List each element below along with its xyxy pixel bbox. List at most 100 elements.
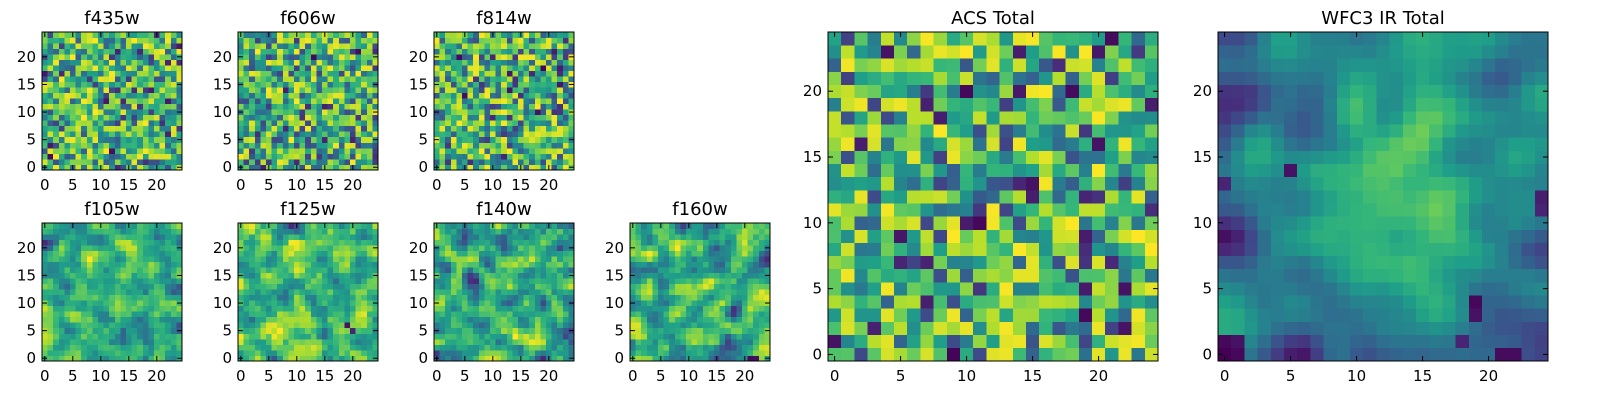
heatmap-cell — [322, 142, 328, 149]
heatmap-cell — [109, 32, 116, 38]
heatmap-cell — [523, 114, 530, 121]
heatmap-cell — [288, 228, 295, 235]
heatmap-cell — [254, 327, 261, 334]
heatmap-cell — [316, 32, 323, 38]
heatmap-cell — [310, 114, 317, 121]
heatmap-cell — [669, 272, 676, 279]
heatmap-cell — [126, 70, 132, 77]
heatmap-cell — [142, 136, 149, 143]
heatmap-cell — [523, 103, 530, 110]
heatmap-cell — [518, 76, 524, 83]
heatmap-cell — [238, 311, 244, 318]
heatmap-cell — [344, 37, 351, 44]
heatmap-cell — [305, 70, 312, 77]
heatmap-cell — [973, 163, 987, 178]
heatmap-cell — [361, 87, 368, 94]
heatmap-cell — [450, 316, 457, 323]
heatmap-cell — [271, 136, 278, 143]
heatmap-cell — [137, 65, 144, 71]
heatmap-cell — [1144, 308, 1159, 322]
heatmap-cell — [450, 355, 457, 362]
heatmap-cell — [742, 272, 748, 279]
heatmap-cell — [243, 261, 250, 268]
heatmap-cell — [277, 267, 284, 274]
heatmap-cell — [736, 289, 743, 296]
heatmap-cell — [338, 278, 345, 285]
heatmap-cell — [92, 37, 99, 44]
heatmap-cell — [445, 59, 452, 66]
heatmap-cell — [495, 300, 502, 307]
heatmap-cell — [490, 228, 496, 235]
heatmap-cell — [260, 153, 267, 160]
heatmap-cell — [652, 300, 659, 307]
heatmap-cell — [1039, 334, 1053, 349]
heatmap-cell — [154, 65, 160, 71]
heatmap-cell — [98, 250, 104, 257]
heatmap-cell — [126, 322, 132, 329]
heatmap-cell — [170, 142, 177, 149]
heatmap-cell — [327, 70, 334, 77]
heatmap-cell — [271, 267, 278, 274]
heatmap-cell — [1052, 268, 1066, 283]
heatmap-cells — [238, 32, 379, 171]
heatmap-cell — [249, 223, 256, 229]
heatmap-cell — [75, 333, 82, 340]
heatmap-cell — [534, 131, 541, 138]
heatmap-cell — [109, 70, 116, 77]
heatmap-cell — [92, 316, 99, 323]
heatmap-cell — [854, 150, 868, 164]
heatmap-cell — [663, 344, 670, 351]
heatmap-cell — [266, 322, 272, 329]
heatmap-cell — [630, 316, 636, 323]
heatmap-cell — [366, 125, 373, 132]
heatmap-cell — [456, 81, 463, 88]
heatmap-cell — [445, 120, 452, 127]
heatmap-cell — [310, 228, 317, 235]
heatmap-cell — [271, 164, 278, 171]
heatmap-cell — [310, 289, 317, 296]
heatmap-cell — [506, 158, 513, 165]
heatmap-cell — [456, 256, 463, 262]
heatmap-cell — [506, 234, 513, 240]
heatmap-cell — [434, 333, 440, 340]
heatmap-cell — [551, 43, 558, 49]
heatmap-cell — [333, 76, 340, 83]
heatmap-cell — [495, 147, 502, 154]
heatmap-cell — [159, 147, 166, 154]
heatmap-cell — [439, 59, 446, 66]
heatmap-cell — [445, 338, 452, 345]
heatmap-cell — [495, 316, 502, 323]
heatmap-cell — [546, 98, 552, 105]
heatmap-cell — [506, 131, 513, 138]
heatmap-cell — [299, 234, 306, 240]
heatmap-cell — [764, 311, 771, 318]
heatmap-cell — [288, 327, 295, 334]
heatmap-cell — [540, 59, 547, 66]
heatmap-cell — [322, 98, 328, 105]
heatmap-cell — [495, 267, 502, 274]
heatmap-cell — [238, 76, 244, 83]
heatmap-cell — [467, 344, 474, 351]
heatmap-cell — [114, 48, 121, 55]
heatmap-cell — [120, 355, 127, 362]
heatmap-cell — [120, 48, 127, 55]
heatmap-cell — [333, 164, 340, 171]
heatmap-cell — [238, 333, 244, 340]
heatmap-cell — [254, 349, 261, 356]
heatmap-cell — [344, 278, 351, 285]
heatmap-cell — [333, 355, 340, 362]
heatmap-cell — [646, 311, 653, 318]
heatmap-cell — [490, 294, 496, 301]
heatmap-cell — [109, 278, 116, 285]
heatmap-cell — [58, 98, 65, 105]
heatmap-cell — [249, 322, 256, 329]
heatmap-cell — [501, 223, 508, 229]
heatmap-cell — [462, 256, 468, 262]
heatmap-cell — [529, 147, 536, 154]
heatmap-cell — [322, 153, 328, 160]
heatmap-cell — [81, 283, 88, 290]
heatmap-cell — [894, 203, 908, 217]
heatmap-cell — [170, 338, 177, 345]
heatmap-cell — [867, 189, 882, 204]
heatmap-cell — [159, 294, 166, 301]
